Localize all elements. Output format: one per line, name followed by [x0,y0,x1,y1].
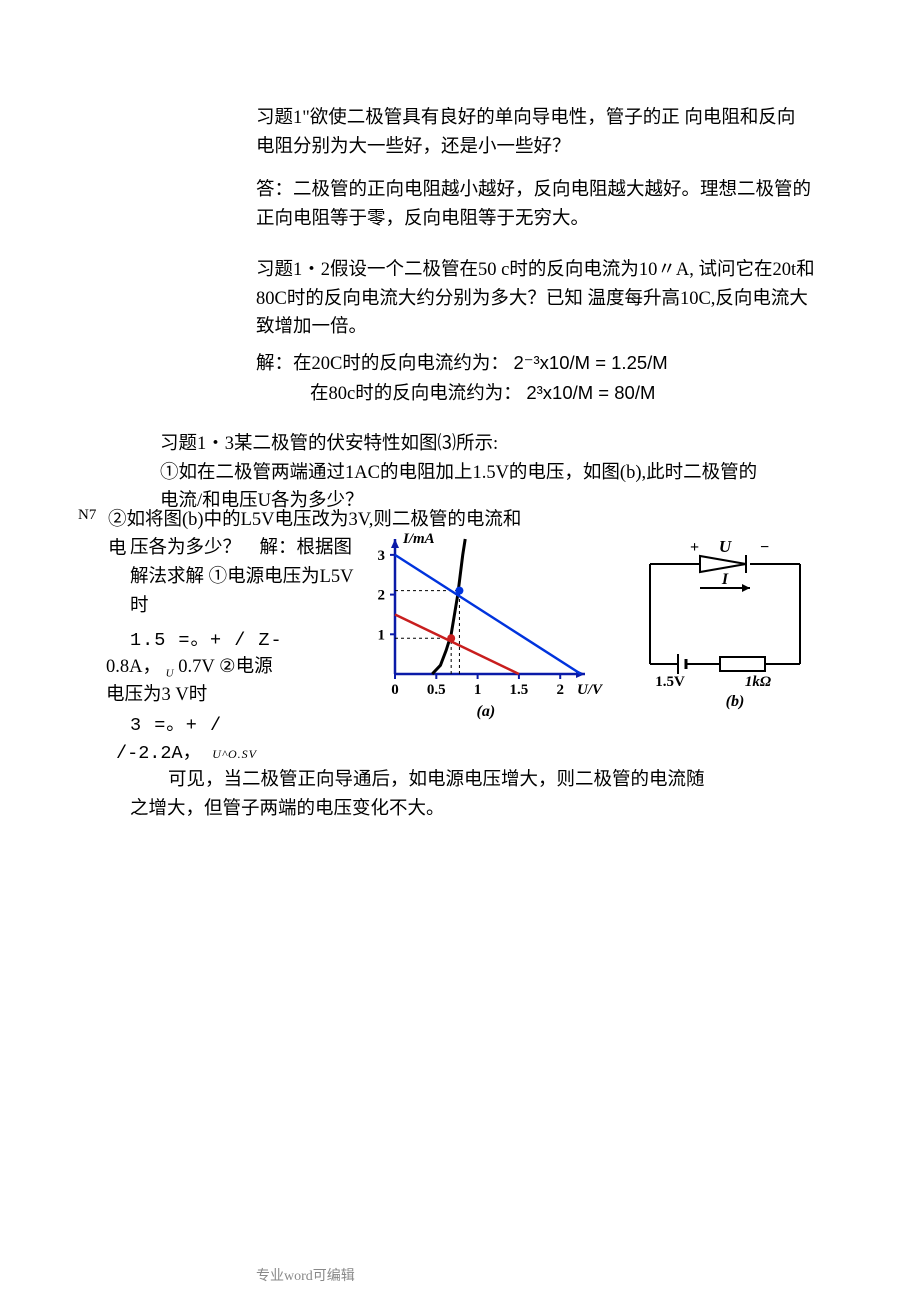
footer-text: 专业word可编辑 [256,1265,355,1285]
svg-text:1: 1 [474,682,482,698]
text: 答：二极管的正向电阻越小越好，反向电阻越大越好。理想二极管的正向电阻等于零，反向… [256,180,811,229]
problem-3-question: 习题1・3某二极管的伏安特性如图⑶所示: ①如在二极管两端通过1AC的电阻加上1… [160,430,770,516]
equation-2: 0.8A， U 0.7V ②电源 [106,652,273,680]
figure-diode: 0 0.5 1 1.5 2 1 2 3 I/mA U/V (a) + U − I 1.5V 1kΩ(b) [370,524,830,729]
eq5b: U^O.SV [212,747,257,761]
svg-text:U: U [719,537,732,556]
problem-1-question: 习题1"欲使二极管具有良好的单向导电性，管子的正 向电阻和反向电阻分别为大一些好… [256,104,796,161]
svg-text:I: I [721,571,729,588]
equation-4: 3 =。+ / [130,710,222,736]
problem-1-answer: 答：二极管的正向电阻越小越好，反向电阻越大越好。理想二极管的正向电阻等于零，反向… [256,176,816,233]
svg-text:2: 2 [378,588,386,604]
svg-text:0.5: 0.5 [427,682,446,698]
problem-3-solution: 压各为多少？ 解：根据图解法求解 ①电源电压为L5V时 [130,534,370,622]
text: 解：在20C时的反向电流约为： [256,354,509,374]
equation-5: /-2.2A， U^O.SV [116,738,257,764]
text: 习题1・2假设一个二极管在50 c时的反向电流为10〃A, 试问它在20t和80… [256,260,815,337]
problem-2-solution-2: 在80c时的反向电流约为： 2³x10/M = 80/M [310,379,870,409]
svg-text:3: 3 [378,548,386,564]
svg-text:−: − [760,539,769,556]
eq2b: 0.7V ②电源 [178,657,272,677]
eq2a: 0.8A， [106,657,161,677]
problem-2-question: 习题1・2假设一个二极管在50 c时的反向电流为10〃A, 试问它在20t和80… [256,256,816,342]
svg-text:1: 1 [378,627,386,643]
eq5a: /-2.2A， [116,743,201,764]
svg-text:1.5V: 1.5V [655,674,685,690]
svg-text:1kΩ: 1kΩ [745,674,771,690]
problem-2-solution-1: 解：在20C时的反向电流约为： 2⁻³x10/M = 1.25/M [256,349,816,379]
svg-text:0: 0 [391,682,399,698]
text: 在80c时的反向电流约为： [310,384,522,404]
svg-text:+: + [690,539,699,556]
svg-text:U/V: U/V [577,682,604,698]
diode-chart-svg: 0 0.5 1 1.5 2 1 2 3 I/mA U/V (a) + U − I 1.5V 1kΩ(b) [370,524,830,729]
svg-text:I/mA: I/mA [402,531,435,547]
svg-text:2: 2 [556,682,564,698]
expr: 2⁻³x10/M = 1.25/M [513,352,667,373]
equation-1: 1.5 =。+ / Z- [130,625,283,651]
margin-note-n7: N7 [78,507,96,524]
equation-3: 电压为3 V时 [106,680,207,706]
line1: 习题1・3某二极管的伏安特性如图⑶所示: [160,430,770,459]
svg-text:(b): (b) [726,693,745,710]
problem-3-conclusion: 可见，当二极管正向导通后，如电源电压增大，则二极管的电流随之增大，但管子两端的电… [130,766,710,823]
svg-text:1.5: 1.5 [510,682,529,698]
text: 习题1"欲使二极管具有良好的单向导电性，管子的正 向电阻和反向电阻分别为大一些好… [256,108,795,157]
svg-text:(a): (a) [477,703,496,720]
expr: 2³x10/M = 80/M [526,382,655,403]
eq2sub: U [166,668,174,680]
